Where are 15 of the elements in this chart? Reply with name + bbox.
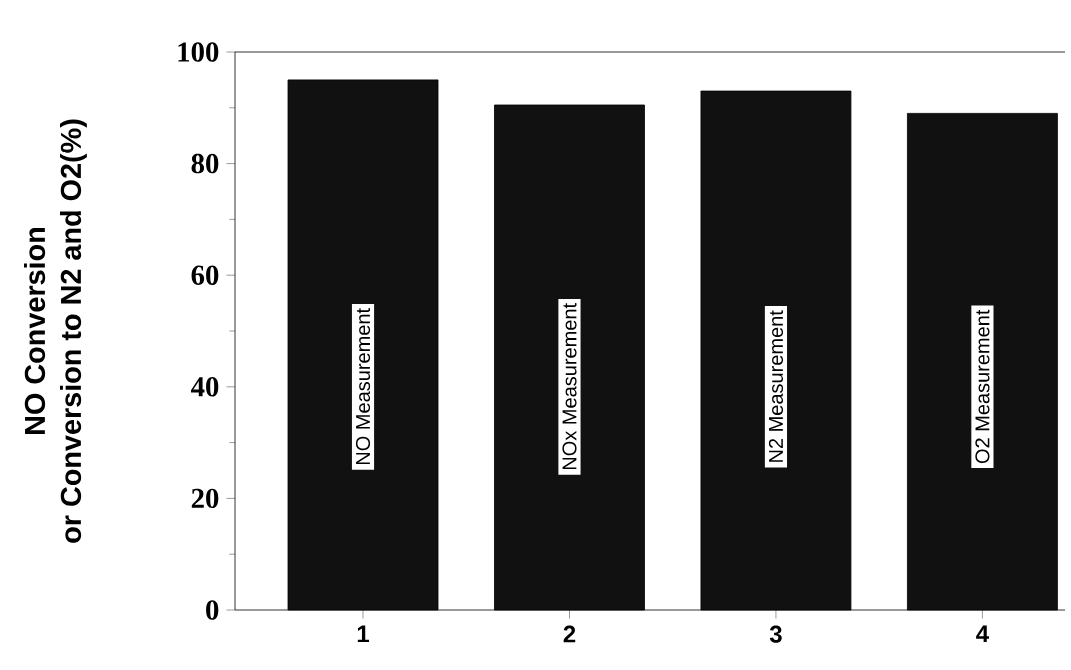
x-tick-label: 4	[976, 625, 989, 643]
y-tick-label: 100	[178, 42, 219, 62]
y-tick-label: 20	[191, 488, 219, 509]
y-tick-label: 80	[191, 153, 219, 174]
y-tick-label: 0	[206, 600, 219, 620]
x-tick-label: 3	[769, 625, 782, 643]
annotation: NOx Measurement	[562, 303, 577, 470]
x-tick-label: 1	[357, 625, 370, 643]
x-tick-label: 2	[563, 625, 576, 643]
annotation: NO Measurement	[355, 308, 371, 465]
annotation: O2 Measurement	[975, 309, 990, 464]
annotation: N2 Measurement	[768, 310, 784, 462]
y-tick-label: 60	[191, 265, 219, 285]
y-axis-title: NO Conversion or Conversion to N2 and O2(%)	[24, 119, 87, 543]
y-tick-label: 40	[191, 377, 219, 397]
